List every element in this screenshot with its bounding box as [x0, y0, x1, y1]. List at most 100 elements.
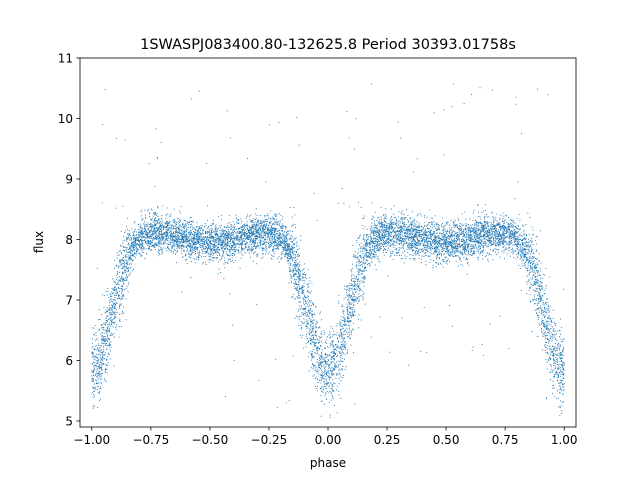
data-point: [292, 223, 294, 225]
data-point: [121, 311, 124, 313]
data-point: [135, 231, 137, 233]
data-point: [316, 371, 319, 373]
data-point: [462, 240, 464, 242]
data-point: [219, 254, 221, 256]
data-point: [348, 332, 350, 334]
data-point: [294, 298, 296, 300]
data-point: [403, 214, 405, 216]
data-point: [296, 241, 298, 243]
data-point: [270, 245, 272, 248]
data-point: [227, 229, 229, 231]
data-point: [118, 275, 121, 277]
data-point: [101, 362, 103, 364]
data-point: [435, 266, 437, 268]
data-point: [385, 226, 387, 228]
data-point: [294, 227, 297, 229]
data-point: [98, 309, 100, 311]
data-point: [245, 223, 247, 225]
data-point: [438, 227, 440, 229]
data-point: [146, 240, 148, 242]
data-point: [454, 219, 456, 221]
data-point: [403, 222, 405, 224]
data-point: [537, 294, 539, 296]
data-point: [424, 214, 426, 216]
data-point: [184, 230, 186, 232]
data-point: [385, 229, 387, 231]
data-point: [547, 353, 549, 355]
data-point: [353, 274, 355, 276]
data-point: [389, 242, 391, 244]
data-point: [328, 346, 330, 348]
data-point: [174, 237, 176, 239]
data-point: [537, 318, 539, 321]
data-point: [315, 342, 317, 345]
data-point: [482, 227, 485, 229]
data-point: [149, 243, 151, 245]
data-point: [305, 274, 307, 276]
data-point: [206, 232, 208, 234]
data-point: [473, 209, 475, 211]
data-point: [147, 228, 149, 230]
data-point: [502, 242, 504, 244]
data-point: [220, 247, 222, 249]
data-point: [179, 219, 181, 221]
data-point: [223, 260, 226, 262]
data-point: [392, 244, 394, 246]
data-point: [434, 232, 436, 234]
data-point: [155, 242, 157, 244]
data-point: [354, 314, 356, 316]
data-point: [322, 378, 324, 380]
data-point: [296, 283, 298, 286]
data-point: [224, 234, 226, 236]
data-point: [120, 325, 123, 327]
data-point: [355, 278, 357, 280]
data-point: [390, 254, 392, 257]
data-point: [494, 231, 496, 233]
data-point: [143, 227, 145, 229]
data-point: [496, 230, 498, 232]
data-point: [245, 245, 247, 247]
data-point: [178, 210, 180, 212]
data-point: [306, 300, 308, 302]
data-point: [348, 299, 350, 301]
data-point: [316, 351, 318, 353]
data-point: [394, 222, 396, 224]
data-point: [141, 227, 143, 229]
data-point: [345, 343, 347, 345]
data-point: [363, 269, 365, 271]
data-point: [350, 294, 352, 297]
data-point: [479, 246, 481, 248]
data-point: [429, 248, 431, 250]
data-point: [371, 239, 374, 241]
data-point: [303, 347, 305, 349]
data-point: [557, 397, 559, 399]
data-point: [357, 282, 359, 284]
data-point: [115, 278, 117, 280]
data-point: [354, 251, 356, 253]
data-point: [405, 230, 408, 232]
data-point: [353, 282, 356, 284]
data-point: [102, 342, 105, 344]
data-point: [487, 246, 489, 248]
data-point: [125, 298, 127, 300]
data-point: [173, 220, 176, 222]
data-point: [128, 238, 130, 240]
data-point: [233, 245, 235, 247]
data-point: [341, 361, 344, 363]
data-point: [93, 355, 95, 357]
data-point: [332, 350, 334, 353]
data-point: [411, 239, 413, 241]
data-point: [467, 252, 470, 254]
data-point: [500, 239, 502, 241]
data-point: [443, 232, 445, 234]
data-point: [260, 244, 262, 246]
data-point: [332, 385, 334, 387]
data-point: [305, 335, 307, 337]
data-point: [362, 259, 364, 261]
data-point: [169, 242, 172, 244]
data-point: [219, 259, 221, 261]
data-point: [183, 251, 185, 253]
data-point: [230, 260, 232, 263]
data-point: [452, 255, 454, 257]
data-point: [467, 258, 469, 261]
